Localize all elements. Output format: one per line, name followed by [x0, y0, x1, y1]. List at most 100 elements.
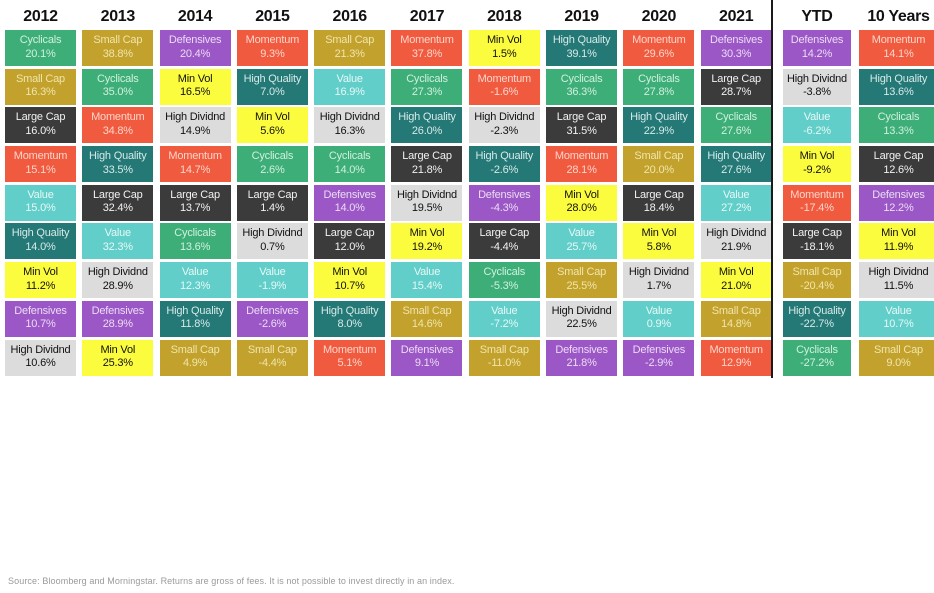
return-value: 26.0% [411, 124, 443, 137]
return-value: 4.9% [182, 357, 208, 369]
factor-label: High Dividnd [397, 188, 457, 201]
return-value: 35.0% [102, 86, 133, 99]
factor-label: Min Vol [177, 72, 213, 85]
return-value: 11.8% [180, 318, 210, 331]
return-value: -5.3% [490, 279, 519, 292]
column-header-2020: 2020 [641, 8, 677, 25]
return-value: 14.7% [179, 163, 211, 176]
factor-label: Value [645, 304, 673, 317]
factor-label: High Dividnd [786, 72, 847, 85]
cell-value-2013: Value 32.3% [82, 223, 154, 260]
factor-label: Cyclicals [796, 343, 838, 356]
factor-label: Large Cap [873, 150, 924, 163]
factor-label: Value [27, 188, 54, 201]
cell-min-vol-ytd: Min Vol -9.2% [782, 146, 851, 183]
return-value: 2.6% [260, 163, 285, 176]
factor-label: High Quality [320, 304, 379, 317]
factor-label: Large Cap [711, 72, 761, 85]
column-2012: 2012 Cyclicals 20.1% Small Cap 16.3% Large Ca… [5, 6, 76, 376]
cell-small-cap-2020: Small Cap 20.0% [623, 146, 695, 183]
factor-label: Large Cap [15, 111, 66, 124]
return-value: 28.9% [102, 318, 133, 331]
column-header-2021: 2021 [718, 8, 754, 25]
return-value: 12.9% [721, 357, 752, 369]
factor-label: Momentum [91, 111, 145, 124]
factor-label: Cyclicals [174, 227, 216, 240]
column-2013: 2013 Small Cap 38.8% Cyclicals 35.0% Momentum… [82, 6, 154, 376]
factor-label: Min Vol [718, 266, 754, 279]
cell-high-dividnd-2014: High Dividnd 14.9% [159, 107, 231, 144]
factor-label: Cyclicals [638, 72, 680, 85]
factor-label: Defensives [14, 304, 67, 317]
factor-label: High Dividnd [319, 111, 380, 124]
cell-defensives-2016: Defensives 14.0% [314, 184, 386, 221]
factor-label: Small Cap [634, 150, 684, 163]
factor-label: Defensives [168, 34, 222, 46]
cell-high-quality-ytd: High Quality -22.7% [782, 300, 851, 337]
factor-label: Min Vol [799, 150, 835, 163]
return-value: 5.8% [646, 240, 672, 253]
factor-label: Large Cap [792, 227, 842, 240]
return-value: -17.4% [800, 202, 834, 215]
cell-defensives-2013: Defensives 28.9% [82, 300, 154, 337]
cell-min-vol-2021: Min Vol 21.0% [700, 262, 772, 299]
return-value: 14.2% [801, 47, 833, 60]
cell-value-2016: Value 16.9% [314, 68, 386, 105]
return-value: 12.3% [179, 279, 211, 292]
factor-label: Defensives [632, 343, 686, 356]
factor-label: High Quality [475, 150, 534, 163]
return-value: -2.6% [258, 318, 287, 331]
column-header-2015: 2015 [255, 8, 290, 25]
factor-label: Min Vol [332, 266, 368, 279]
return-value: 22.5% [566, 318, 597, 331]
cell-momentum-10-years: Momentum 14.1% [858, 30, 934, 66]
cell-large-cap-2014: Large Cap 13.7% [159, 184, 231, 221]
return-value: 10.7% [883, 318, 914, 331]
return-value: 20.0% [643, 163, 674, 176]
factor-label: Defensives [790, 34, 844, 46]
cell-cyclicals-ytd: Cyclicals -27.2% [782, 339, 851, 376]
return-value: 14.1% [883, 47, 914, 60]
factor-label: Min Vol [881, 227, 916, 240]
factor-label: Value [413, 266, 441, 279]
return-value: 16.3% [334, 124, 365, 137]
return-value: 1.5% [492, 47, 517, 60]
cell-high-quality-2014: High Quality 11.8% [159, 300, 231, 337]
factor-label: Value [491, 304, 518, 317]
cell-large-cap-2020: Large Cap 18.4% [623, 184, 695, 221]
return-value: 14.0% [334, 202, 365, 215]
return-value: 13.6% [883, 86, 914, 99]
cell-min-vol-2018: Min Vol 1.5% [468, 30, 540, 66]
factor-label: High Dividnd [10, 343, 71, 356]
factor-label: Small Cap [792, 266, 842, 279]
return-value: 5.6% [260, 124, 285, 137]
factor-label: Cyclicals [19, 34, 62, 46]
return-value: 13.7% [179, 202, 211, 215]
return-value: 10.7% [334, 279, 365, 292]
cell-high-dividnd-2012: High Dividnd 10.6% [5, 339, 76, 376]
cell-high-dividnd-2016: High Dividnd 16.3% [314, 107, 386, 144]
factor-label: High Dividnd [551, 304, 612, 317]
column-header-2013: 2013 [100, 8, 136, 25]
cell-value-2020: Value 0.9% [623, 300, 695, 337]
cell-high-dividnd-2018: High Dividnd -2.3% [468, 107, 540, 144]
cell-high-quality-2015: High Quality 7.0% [236, 68, 308, 105]
cell-min-vol-2013: Min Vol 25.3% [82, 339, 154, 376]
factor-label: High Dividnd [165, 111, 226, 124]
factor-label: Defensives [478, 188, 531, 201]
factor-label: Large Cap [402, 150, 452, 163]
return-value: 34.8% [102, 124, 133, 137]
cell-value-2012: Value 15.0% [5, 184, 76, 221]
cell-cyclicals-2013: Cyclicals 35.0% [82, 68, 154, 105]
return-value: 9.0% [886, 357, 911, 369]
return-value: 12.0% [334, 240, 365, 253]
column-header-2019: 2019 [564, 8, 599, 25]
factor-label: Value [885, 304, 912, 317]
return-value: 22.9% [643, 124, 674, 137]
factor-label: Small Cap [93, 34, 143, 46]
factor-label: Value [803, 111, 831, 124]
return-value: -4.4% [258, 357, 287, 369]
factor-label: Cyclicals [328, 150, 371, 163]
factor-label: High Quality [89, 150, 147, 163]
